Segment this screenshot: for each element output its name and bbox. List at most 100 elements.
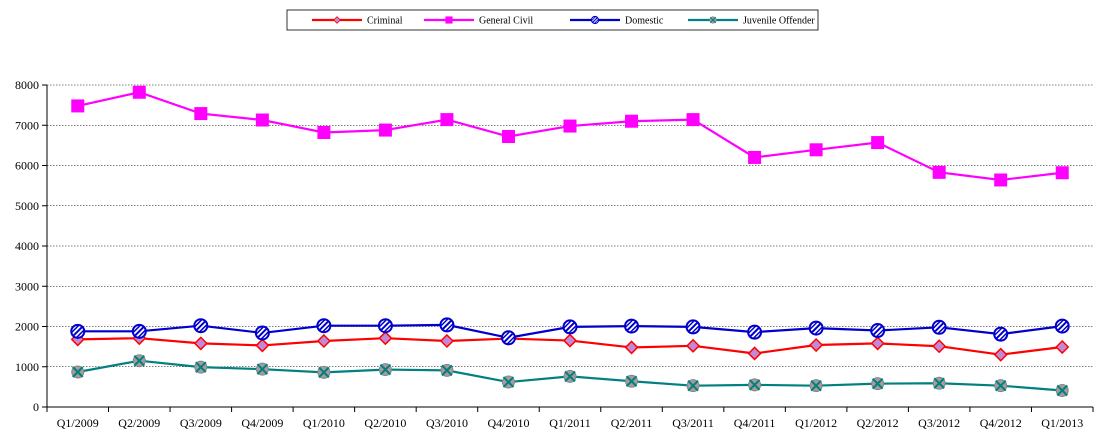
data-point-juvenile-offender (748, 378, 762, 392)
y-tick-label: 0 (33, 400, 39, 414)
y-tick-label: 7000 (15, 118, 39, 132)
data-point-criminal (809, 337, 824, 353)
data-point-domestic (747, 324, 763, 340)
data-point-criminal (624, 340, 639, 355)
legend-marker (709, 16, 717, 24)
legend-label: Juvenile Offender (743, 16, 815, 27)
data-point-general-civil (563, 119, 577, 133)
data-point-domestic (685, 319, 701, 335)
x-tick-label: Q4/2011 (734, 416, 776, 430)
x-tick-label: Q3/2009 (180, 416, 222, 430)
data-point-juvenile-offender (809, 379, 823, 393)
x-tick-label: Q1/2009 (57, 416, 99, 430)
data-point-criminal (193, 336, 208, 351)
data-point-juvenile-offender (440, 363, 454, 377)
data-point-criminal (932, 339, 947, 354)
data-point-criminal (1055, 339, 1070, 355)
data-point-general-civil (932, 165, 946, 179)
gridlines (42, 84, 1093, 408)
series-layer (70, 85, 1070, 397)
data-point-juvenile-offender (932, 376, 946, 390)
x-tick-label: Q1/2013 (1041, 416, 1083, 430)
x-tick-label: Q2/2011 (611, 416, 653, 430)
data-point-general-civil (748, 150, 762, 164)
legend-label: Domestic (625, 16, 664, 27)
data-point-domestic (931, 319, 947, 335)
x-tick-label: Q3/2010 (426, 416, 468, 430)
data-point-domestic (131, 323, 147, 339)
data-point-criminal (562, 333, 578, 348)
data-point-criminal (993, 347, 1008, 362)
legend: Criminal General Civil Domestic Juvenile Of… (286, 9, 819, 31)
data-point-domestic (1054, 318, 1070, 334)
data-point-domestic (808, 320, 824, 336)
data-point-domestic (377, 318, 393, 334)
y-tick-label: 2000 (15, 320, 39, 334)
x-tick-label: Q2/2010 (364, 416, 406, 430)
axes (46, 85, 1094, 412)
x-tick-label: Q4/2009 (241, 416, 283, 430)
series-criminal (70, 331, 1070, 362)
data-point-criminal (255, 338, 270, 353)
data-point-juvenile-offender (563, 369, 577, 383)
x-tick-label: Q1/2011 (549, 416, 591, 430)
series-domestic (70, 317, 1070, 346)
legend-marker (333, 16, 341, 24)
y-tick-label: 8000 (15, 78, 39, 92)
y-tick-label: 3000 (15, 279, 39, 293)
data-point-general-civil (255, 113, 269, 127)
data-point-juvenile-offender (317, 365, 331, 379)
data-point-juvenile-offender (255, 362, 269, 376)
legend-entry-domestic: Domestic (570, 16, 664, 27)
data-point-general-civil (501, 130, 515, 144)
x-tick-label: Q1/2010 (303, 416, 345, 430)
data-point-domestic (193, 318, 209, 334)
tick-labels: 0 1000 2000 3000 4000 5000 6000 7000 8000 Q1/2009… (15, 78, 1083, 430)
legend-marker (590, 15, 600, 25)
data-point-domestic (70, 323, 86, 339)
data-point-juvenile-offender (71, 365, 85, 379)
data-point-criminal (870, 336, 885, 351)
legend-label: Criminal (367, 16, 403, 27)
data-point-juvenile-offender (686, 379, 700, 393)
legend-marker (445, 16, 453, 24)
data-point-general-civil (871, 136, 885, 150)
data-point-general-civil (317, 125, 331, 139)
data-point-general-civil (809, 143, 823, 157)
data-point-general-civil (440, 113, 454, 127)
data-point-domestic (254, 325, 270, 341)
y-tick-label: 4000 (15, 239, 39, 253)
x-tick-label: Q3/2011 (672, 416, 714, 430)
data-point-domestic (624, 318, 640, 334)
data-point-general-civil (686, 113, 700, 127)
data-point-general-civil (132, 85, 146, 99)
series-juvenile-offender (71, 354, 1069, 397)
data-point-criminal (747, 346, 762, 361)
data-point-general-civil (625, 114, 639, 128)
legend-label: General Civil (479, 16, 533, 27)
data-point-juvenile-offender (994, 379, 1008, 393)
data-point-domestic (500, 330, 516, 346)
data-point-domestic (993, 326, 1009, 342)
data-point-juvenile-offender (1055, 383, 1069, 397)
x-tick-label: Q1/2012 (795, 416, 837, 430)
legend-entry-general-civil: General Civil (424, 16, 533, 27)
data-point-criminal (685, 338, 701, 353)
data-point-criminal (316, 333, 331, 349)
data-point-juvenile-offender (871, 377, 885, 391)
data-point-juvenile-offender (132, 354, 146, 368)
data-point-general-civil (994, 173, 1008, 187)
series-general-civil (71, 85, 1069, 187)
data-point-general-civil (194, 107, 208, 121)
data-point-general-civil (1055, 166, 1069, 180)
data-point-general-civil (378, 123, 392, 137)
data-point-juvenile-offender (378, 363, 392, 377)
data-point-criminal (439, 333, 455, 349)
y-tick-label: 6000 (15, 159, 39, 173)
data-point-general-civil (71, 99, 85, 113)
x-tick-label: Q4/2012 (980, 416, 1022, 430)
x-tick-label: Q2/2009 (118, 416, 160, 430)
x-tick-label: Q3/2012 (918, 416, 960, 430)
data-point-juvenile-offender (501, 375, 515, 389)
